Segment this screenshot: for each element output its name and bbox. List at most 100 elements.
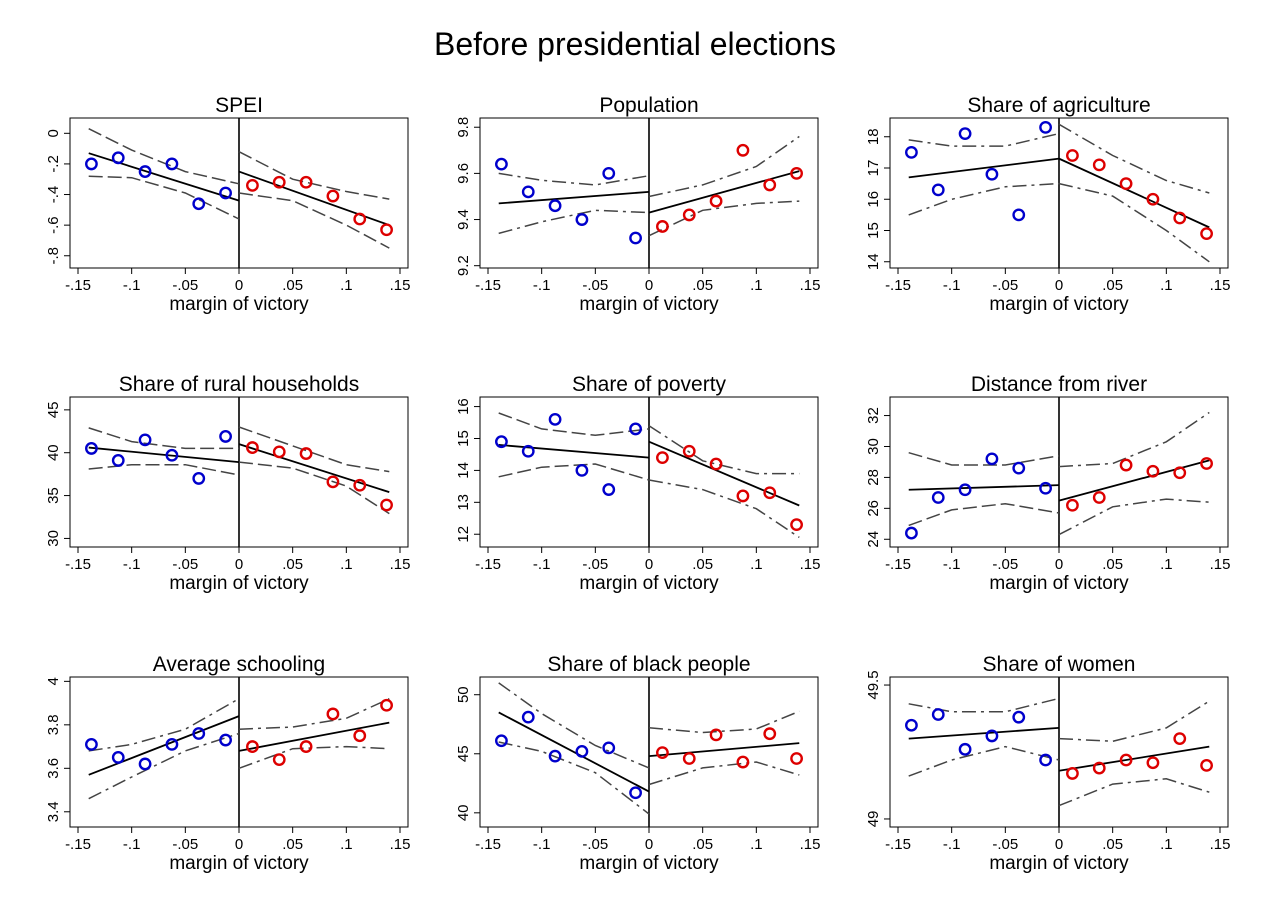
left-ci-upper-line <box>88 128 240 185</box>
y-tick-label: 40 <box>455 804 472 821</box>
right-data-point <box>326 707 340 721</box>
x-tick-label: -.1 <box>943 556 961 573</box>
right-ci-lower-line <box>648 761 800 786</box>
left-data-point <box>111 454 125 467</box>
left-data-point <box>1012 710 1026 724</box>
left-data-point <box>1012 461 1026 475</box>
chart-panel: Share of agriculture -.15 -.1 -.05 0 .05 .1 .15… <box>865 94 1230 315</box>
panel-title: Share of agriculture <box>967 94 1150 117</box>
chart-panel: Population -.15 -.1 -.05 0 .05 .1 .15 margin of … <box>455 94 820 315</box>
left-ci-lower-line <box>88 463 240 476</box>
left-fit-line <box>908 726 1060 740</box>
right-ci-upper-line <box>648 710 800 734</box>
right-data-point <box>380 223 393 237</box>
y-tick-label: 13 <box>455 494 472 511</box>
right-data-point <box>709 457 723 471</box>
right-data-point <box>299 447 313 460</box>
x-tick-label: -.05 <box>992 277 1018 294</box>
left-data-point <box>985 452 999 466</box>
right-data-point <box>763 178 777 192</box>
x-tick-label: -.1 <box>943 277 961 294</box>
right-ci-lower-line <box>1058 182 1210 263</box>
y-tick-label: -.8 <box>45 247 62 265</box>
left-data-point <box>905 145 918 159</box>
x-tick-label: -.05 <box>992 556 1018 573</box>
left-ci-upper-line <box>908 697 1060 713</box>
right-data-point <box>790 166 803 180</box>
left-data-point <box>629 231 642 245</box>
x-tick-label: -.15 <box>475 277 501 294</box>
left-fit-line <box>498 443 650 459</box>
y-tick-label: -.4 <box>45 186 62 204</box>
y-tick-label: 30 <box>865 438 882 455</box>
left-data-point <box>985 729 999 743</box>
left-data-point <box>192 197 206 211</box>
left-ci-upper-line <box>498 412 650 437</box>
left-ci-upper-line <box>88 427 239 450</box>
x-axis-label: margin of victory <box>169 573 309 594</box>
right-data-point <box>1146 192 1160 206</box>
right-data-point <box>790 752 803 765</box>
left-ci-lower-line <box>908 745 1060 777</box>
right-ci-upper-line <box>238 426 390 473</box>
right-ci-upper-line <box>1058 123 1210 194</box>
x-axis-label: margin of victory <box>579 853 719 874</box>
right-data-point <box>763 486 777 500</box>
right-data-point <box>1092 158 1106 172</box>
left-data-point <box>985 167 999 181</box>
panel-title: Share of black people <box>547 653 750 676</box>
right-data-point <box>790 518 803 532</box>
left-data-point <box>905 718 918 732</box>
y-tick-label: 17 <box>865 160 882 177</box>
chart-panel: Share of women -.15 -.1 -.05 0 .05 .1 .15 margin… <box>865 653 1230 874</box>
right-data-point <box>1200 758 1213 772</box>
left-data-point <box>548 749 562 763</box>
x-tick-label: 0 <box>645 556 653 573</box>
x-tick-label: -.05 <box>992 836 1018 853</box>
left-data-point <box>1039 753 1052 767</box>
right-ci-lower-line <box>238 745 390 770</box>
x-tick-label: -.1 <box>123 277 141 294</box>
right-ci-upper-line <box>1058 411 1210 468</box>
x-tick-label: -.1 <box>533 277 551 294</box>
x-tick-label: .1 <box>1160 836 1173 853</box>
right-data-point <box>380 698 393 712</box>
x-tick-label: 0 <box>645 277 653 294</box>
right-ci-upper-line <box>648 135 800 198</box>
left-data-point <box>521 185 535 199</box>
left-data-point <box>548 412 562 426</box>
left-ci-upper-line <box>88 698 240 752</box>
left-data-point <box>575 213 589 226</box>
panel-title: Average schooling <box>153 653 325 676</box>
x-tick-label: .15 <box>800 556 821 573</box>
right-data-point <box>682 444 696 458</box>
left-data-point <box>958 483 972 497</box>
left-data-point <box>165 737 179 751</box>
x-tick-label: -.1 <box>533 556 551 573</box>
left-ci-lower-line <box>498 209 650 235</box>
right-ci-lower-line <box>1058 778 1210 807</box>
right-data-point <box>1173 732 1187 746</box>
left-data-point <box>165 448 179 462</box>
right-data-point <box>246 178 259 192</box>
left-data-point <box>602 166 616 180</box>
x-tick-label: 0 <box>235 556 243 573</box>
x-tick-label: 0 <box>1055 556 1063 573</box>
right-data-point <box>272 753 286 767</box>
right-data-point <box>299 740 313 753</box>
right-data-point <box>353 212 367 226</box>
panel-title: Share of women <box>983 653 1136 676</box>
y-tick-label: 9.8 <box>455 117 472 138</box>
x-tick-label: -.15 <box>885 277 911 294</box>
x-tick-label: .15 <box>800 277 821 294</box>
right-data-point <box>709 194 723 208</box>
left-data-point <box>138 757 152 771</box>
right-data-point <box>1092 491 1106 504</box>
left-data-point <box>931 491 945 504</box>
right-data-point <box>656 746 669 759</box>
panel-title: Share of rural households <box>119 373 360 396</box>
y-tick-label: 15 <box>455 430 472 447</box>
y-tick-label: 3.8 <box>45 714 62 735</box>
y-tick-label: 18 <box>865 128 882 145</box>
